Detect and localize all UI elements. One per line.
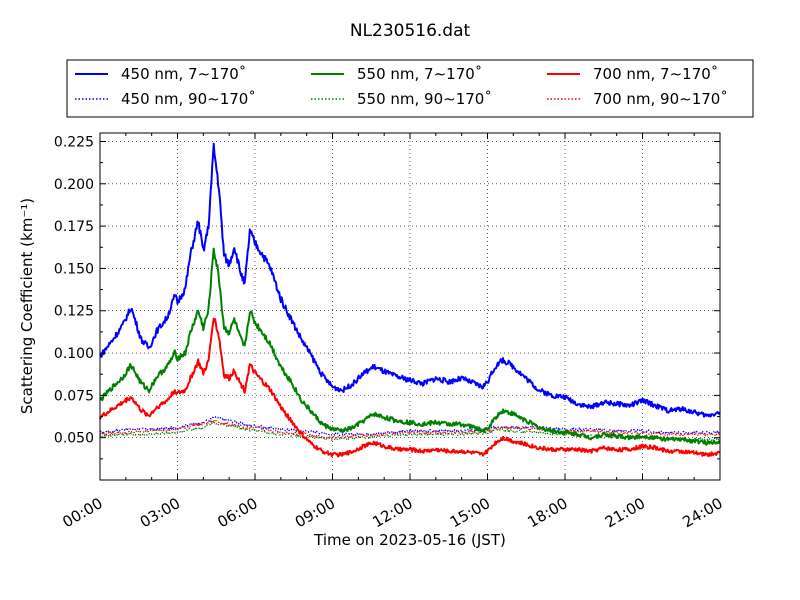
x-tick-label: 15:00 — [447, 494, 493, 531]
y-tick-label: 0.225 — [54, 134, 94, 150]
series-line — [99, 247, 721, 446]
y-tick-label: 0.075 — [54, 388, 94, 404]
y-tick-label: 0.050 — [54, 431, 94, 447]
x-tick-label: 00:00 — [59, 494, 105, 531]
y-tick-label: 0.175 — [54, 219, 94, 235]
series-line — [99, 142, 721, 418]
legend-label: 700 nm, 7∼170˚ — [593, 65, 718, 83]
x-tick-label: 12:00 — [369, 494, 415, 531]
legend-label: 450 nm, 90∼170˚ — [121, 90, 256, 108]
x-tick-label: 24:00 — [679, 494, 725, 531]
ticks: 00:00 03:00 06:00 09:00 12:00 15:00 18:00 21:00… — [54, 133, 726, 531]
y-tick-label: 0.150 — [54, 261, 94, 277]
series-line — [99, 317, 721, 458]
series-line — [99, 419, 721, 440]
legend-label: 700 nm, 90∼170˚ — [593, 90, 728, 108]
series-line — [99, 421, 721, 442]
y-tick-label: 0.125 — [54, 304, 94, 320]
legend-label: 450 nm, 7∼170˚ — [121, 65, 246, 83]
x-tick-label: 18:00 — [524, 494, 570, 531]
chart-title: NL230516.dat — [350, 21, 471, 41]
x-tick-label: 03:00 — [137, 494, 183, 531]
x-axis-label: Time on 2023-05-16 (JST) — [313, 531, 506, 549]
legend-label: 550 nm, 7∼170˚ — [357, 65, 482, 83]
series-line — [99, 415, 721, 437]
y-tick-label: 0.100 — [54, 346, 94, 362]
legend-label: 550 nm, 90∼170˚ — [357, 90, 492, 108]
x-tick-label: 21:00 — [602, 494, 648, 531]
x-tick-label: 06:00 — [214, 494, 260, 531]
legend-frame — [66, 59, 754, 118]
y-axis-label: Scattering Coefficient (km⁻¹) — [18, 198, 36, 414]
legend: 450 nm, 7∼170˚ 550 nm, 7∼170˚ 700 nm, 7∼17… — [66, 59, 754, 118]
x-tick-label: 09:00 — [292, 494, 338, 531]
grid — [99, 133, 721, 480]
y-tick-label: 0.200 — [54, 177, 94, 193]
series-layer — [99, 142, 721, 458]
